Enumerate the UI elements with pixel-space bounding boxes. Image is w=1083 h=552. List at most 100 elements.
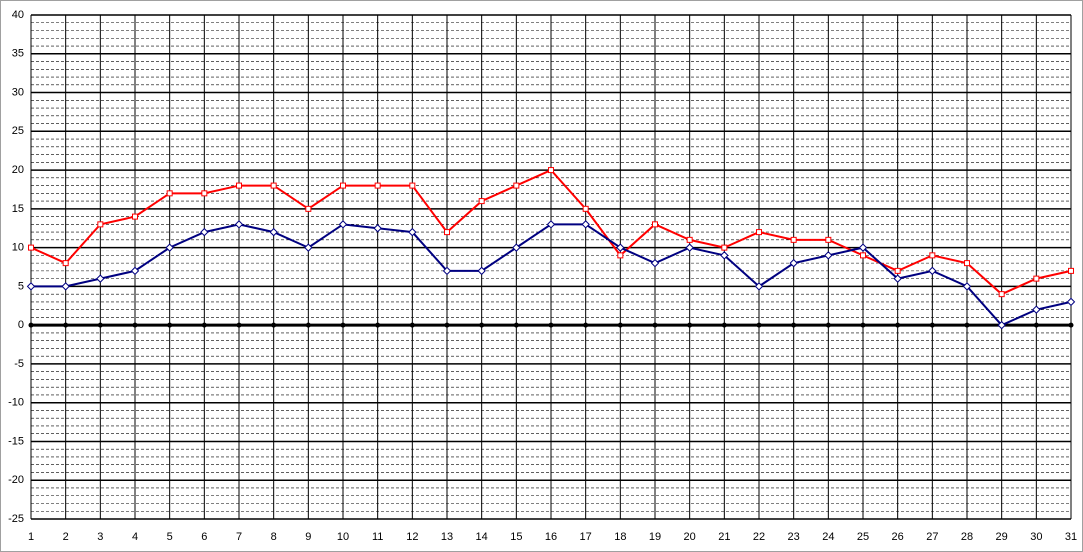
point-marker: [720, 251, 729, 260]
x-tick-label: 8: [271, 531, 277, 543]
zero-dot: [305, 322, 311, 328]
point-marker: [444, 229, 450, 236]
point-marker: [894, 267, 901, 274]
zero-dot: [167, 322, 173, 328]
y-tick-label: 0: [18, 319, 24, 331]
y-tick-label: 5: [18, 280, 24, 292]
point-marker: [305, 205, 312, 212]
x-tick-label: 21: [718, 531, 730, 543]
x-tick-label: 30: [1030, 531, 1042, 543]
x-tick-label: 2: [63, 531, 69, 543]
zero-dot: [28, 322, 34, 328]
point-marker: [513, 182, 520, 189]
point-marker: [686, 236, 693, 243]
point-marker: [756, 229, 762, 236]
point-marker: [721, 244, 728, 251]
y-tick-label: -15: [8, 435, 24, 447]
x-tick-label: 10: [337, 531, 349, 543]
point-marker: [824, 251, 833, 260]
point-marker: [617, 252, 624, 259]
point-marker: [409, 182, 416, 189]
point-marker: [790, 236, 797, 243]
point-marker: [201, 190, 208, 197]
zero-dot: [375, 322, 381, 328]
point-marker: [200, 227, 209, 237]
zero-dot: [929, 322, 935, 328]
point-marker: [582, 205, 589, 212]
zero-dot: [97, 322, 103, 328]
zero-dot: [513, 322, 519, 328]
x-tick-label: 28: [961, 531, 973, 543]
zero-dot: [201, 322, 207, 328]
point-marker: [860, 252, 866, 259]
x-tick-label: 31: [1065, 531, 1077, 543]
zero-dot: [687, 322, 693, 328]
point-marker: [165, 243, 174, 252]
point-marker: [1032, 305, 1041, 314]
point-marker: [548, 167, 554, 174]
zero-dot: [721, 322, 727, 328]
x-tick-label: 23: [788, 531, 800, 543]
zero-dot: [825, 322, 831, 328]
zero-dot: [1033, 322, 1039, 328]
zero-dot: [617, 322, 623, 328]
point-marker: [1066, 297, 1076, 307]
x-tick-label: 11: [372, 531, 383, 543]
x-tick-label: 27: [926, 531, 938, 543]
point-marker: [998, 291, 1005, 298]
x-tick-label: 25: [857, 531, 869, 543]
point-marker: [62, 260, 69, 267]
point-marker: [789, 258, 798, 268]
x-tick-label: 4: [132, 531, 138, 543]
point-marker: [964, 260, 970, 267]
zero-dot: [236, 322, 242, 328]
x-tick-label: 18: [614, 531, 626, 543]
zero-dot: [583, 322, 589, 328]
point-marker: [825, 236, 832, 243]
point-marker: [512, 243, 521, 252]
point-marker: [442, 266, 452, 276]
y-tick-label: 15: [12, 203, 24, 215]
y-tick-label: 30: [12, 86, 24, 98]
point-marker: [652, 221, 658, 228]
point-marker: [166, 190, 173, 197]
x-tick-label: 6: [201, 531, 207, 543]
point-marker: [929, 252, 936, 259]
zero-dot: [479, 322, 485, 328]
point-marker: [858, 243, 868, 252]
point-marker: [650, 258, 660, 268]
x-tick-label: 19: [649, 531, 661, 543]
point-marker: [616, 243, 625, 252]
point-marker: [304, 243, 313, 252]
zero-dot: [444, 322, 450, 328]
y-tick-label: 25: [12, 125, 24, 137]
point-marker: [374, 182, 381, 189]
point-marker: [130, 266, 140, 276]
point-marker: [962, 282, 972, 291]
zero-dot: [409, 322, 415, 328]
x-tick-label: 26: [892, 531, 904, 543]
zero-dot: [895, 322, 901, 328]
zero-dot: [964, 322, 970, 328]
y-tick-label: -5: [14, 358, 24, 370]
zero-dot: [652, 322, 658, 328]
point-marker: [26, 282, 36, 291]
zero-dot: [756, 322, 762, 328]
point-marker: [340, 182, 346, 189]
x-tick-label: 14: [476, 531, 488, 543]
zero-dot: [791, 322, 797, 328]
point-marker: [270, 182, 277, 189]
point-marker: [234, 220, 244, 229]
y-tick-label: -20: [8, 474, 24, 486]
x-tick-label: 22: [753, 531, 765, 543]
zero-dot: [340, 322, 346, 328]
x-tick-label: 29: [996, 531, 1008, 543]
point-marker: [685, 243, 694, 252]
point-marker: [373, 224, 382, 233]
x-tick-label: 9: [305, 531, 311, 543]
point-marker: [928, 266, 937, 276]
x-tick-label: 7: [236, 531, 242, 543]
zero-dot: [548, 322, 554, 328]
point-marker: [408, 227, 417, 237]
